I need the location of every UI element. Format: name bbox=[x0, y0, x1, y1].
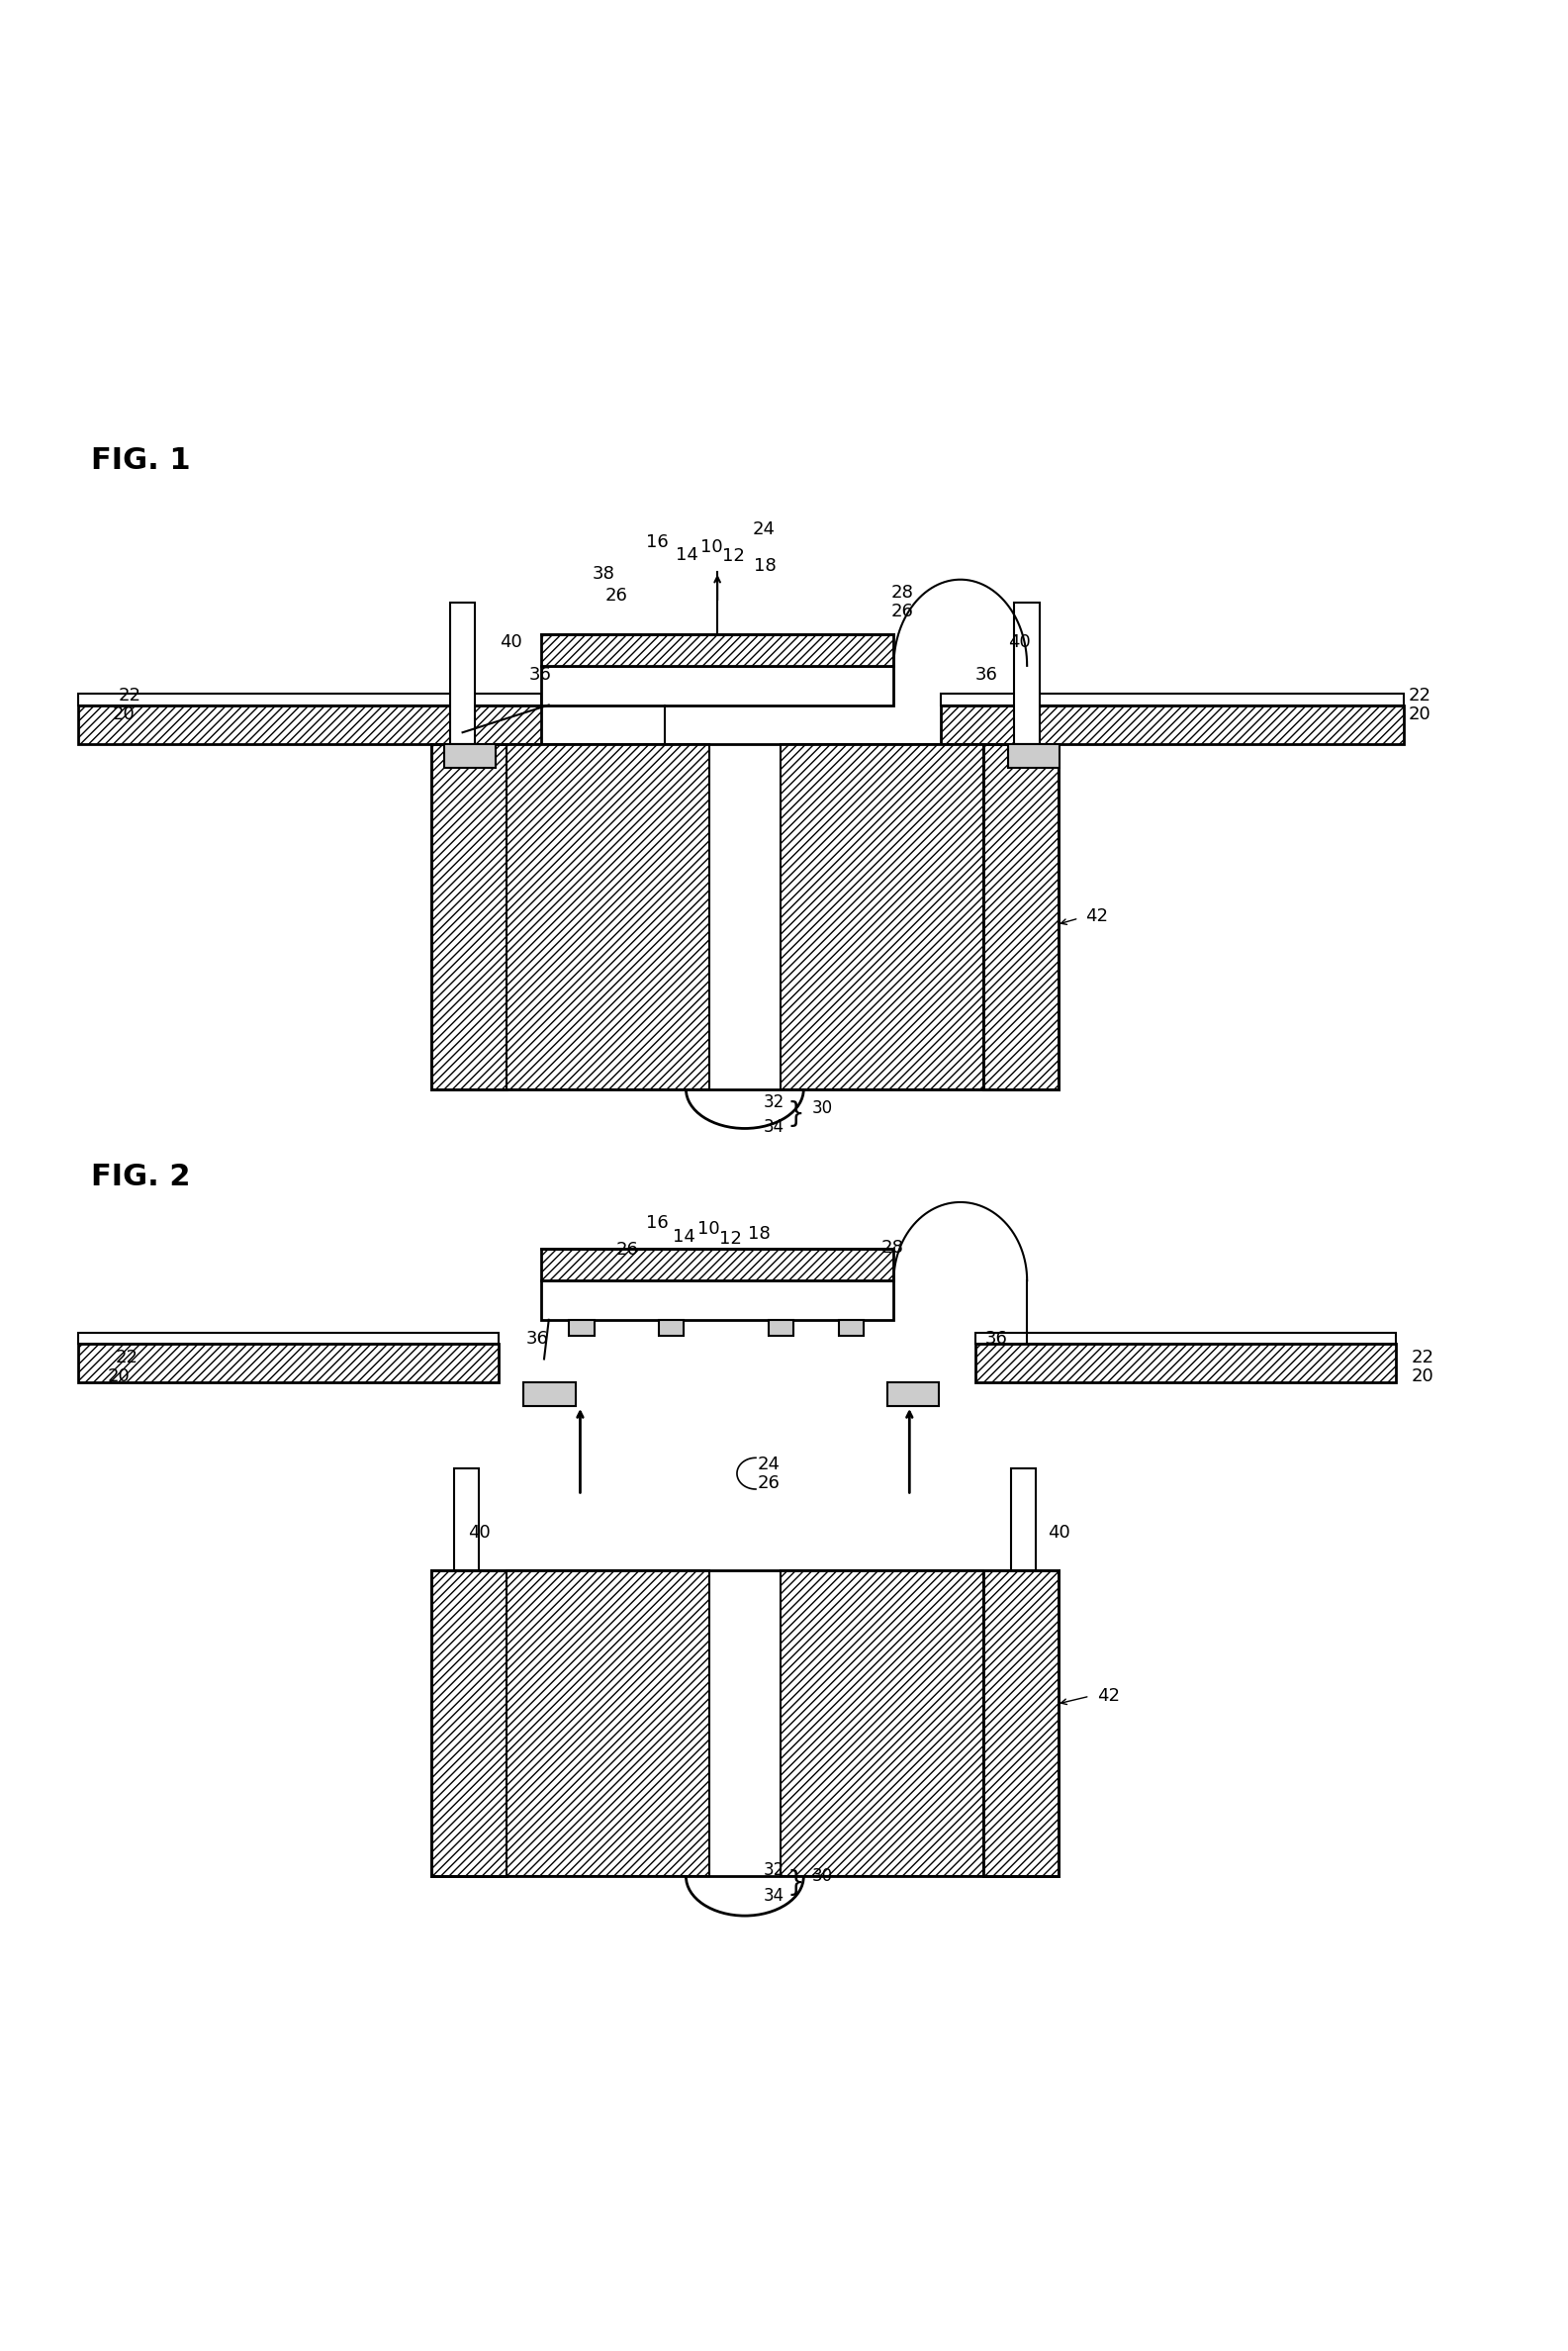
Bar bbox=[444, 745, 495, 769]
Text: 20: 20 bbox=[1408, 705, 1430, 724]
Bar bbox=[78, 694, 541, 705]
Text: 26: 26 bbox=[891, 602, 913, 621]
Bar bbox=[569, 1319, 594, 1335]
Text: 32: 32 bbox=[764, 1093, 784, 1110]
Bar bbox=[983, 745, 1058, 1089]
Text: 18: 18 bbox=[748, 1225, 770, 1244]
Bar bbox=[524, 1382, 575, 1406]
Text: 14: 14 bbox=[676, 545, 698, 564]
Text: 16: 16 bbox=[646, 1213, 668, 1232]
Text: 18: 18 bbox=[754, 557, 776, 576]
Text: 22: 22 bbox=[1408, 686, 1432, 705]
Bar bbox=[975, 1342, 1396, 1382]
Text: 32: 32 bbox=[764, 1862, 784, 1878]
Text: 42: 42 bbox=[1085, 907, 1109, 926]
Text: 36: 36 bbox=[975, 665, 997, 684]
Bar bbox=[781, 1570, 983, 1876]
Text: 20: 20 bbox=[113, 705, 135, 724]
Bar bbox=[78, 705, 541, 745]
Text: 40: 40 bbox=[469, 1523, 491, 1542]
Text: 40: 40 bbox=[1047, 1523, 1069, 1542]
Bar bbox=[781, 745, 983, 1089]
Text: 14: 14 bbox=[673, 1227, 695, 1246]
Bar bbox=[975, 1333, 1396, 1342]
Text: 24: 24 bbox=[753, 522, 775, 538]
Bar bbox=[453, 1469, 478, 1570]
Text: 10: 10 bbox=[701, 538, 723, 557]
Text: 30: 30 bbox=[812, 1100, 833, 1117]
Text: 34: 34 bbox=[764, 1119, 784, 1136]
Bar bbox=[78, 1333, 499, 1342]
Bar bbox=[1011, 1469, 1036, 1570]
Text: 34: 34 bbox=[764, 1886, 784, 1904]
Bar bbox=[983, 1570, 1058, 1876]
Bar bbox=[1014, 604, 1040, 745]
Text: 30: 30 bbox=[812, 1867, 833, 1886]
Text: 24: 24 bbox=[757, 1455, 779, 1474]
Text: 22: 22 bbox=[114, 1349, 138, 1366]
Text: 22: 22 bbox=[1411, 1349, 1435, 1366]
Text: 10: 10 bbox=[698, 1220, 720, 1239]
Text: }: } bbox=[787, 1869, 804, 1897]
Bar bbox=[887, 1382, 939, 1406]
Text: 26: 26 bbox=[616, 1241, 638, 1258]
Bar bbox=[431, 1570, 506, 1876]
Text: 36: 36 bbox=[985, 1331, 1007, 1347]
Text: 28: 28 bbox=[881, 1239, 903, 1258]
Bar bbox=[541, 1281, 894, 1319]
Bar bbox=[1008, 745, 1060, 769]
Text: 16: 16 bbox=[646, 534, 668, 550]
Text: 28: 28 bbox=[891, 583, 913, 602]
Text: 20: 20 bbox=[108, 1368, 130, 1385]
Bar bbox=[541, 1248, 894, 1281]
Bar bbox=[506, 1570, 710, 1876]
Text: }: } bbox=[787, 1100, 804, 1128]
Text: 20: 20 bbox=[1411, 1368, 1433, 1385]
Text: 36: 36 bbox=[527, 1331, 549, 1347]
Bar bbox=[941, 694, 1403, 705]
Text: 26: 26 bbox=[757, 1474, 779, 1493]
Text: 36: 36 bbox=[530, 665, 552, 684]
Text: FIG. 2: FIG. 2 bbox=[91, 1164, 190, 1192]
Text: FIG. 1: FIG. 1 bbox=[91, 447, 190, 475]
Bar bbox=[431, 745, 506, 1089]
Bar bbox=[450, 604, 475, 745]
Text: 40: 40 bbox=[1008, 632, 1030, 651]
Text: 42: 42 bbox=[1098, 1688, 1121, 1704]
Bar bbox=[659, 1319, 684, 1335]
Text: 12: 12 bbox=[720, 1230, 742, 1248]
Bar bbox=[506, 745, 710, 1089]
Text: 40: 40 bbox=[500, 632, 522, 651]
Bar bbox=[839, 1319, 864, 1335]
Bar bbox=[768, 1319, 793, 1335]
Text: 22: 22 bbox=[118, 686, 141, 705]
Bar bbox=[541, 665, 894, 705]
Text: 12: 12 bbox=[723, 548, 745, 567]
Bar bbox=[941, 705, 1403, 745]
Text: 38: 38 bbox=[593, 564, 615, 583]
Bar bbox=[78, 1342, 499, 1382]
Bar bbox=[541, 635, 894, 665]
Text: 26: 26 bbox=[605, 588, 627, 604]
